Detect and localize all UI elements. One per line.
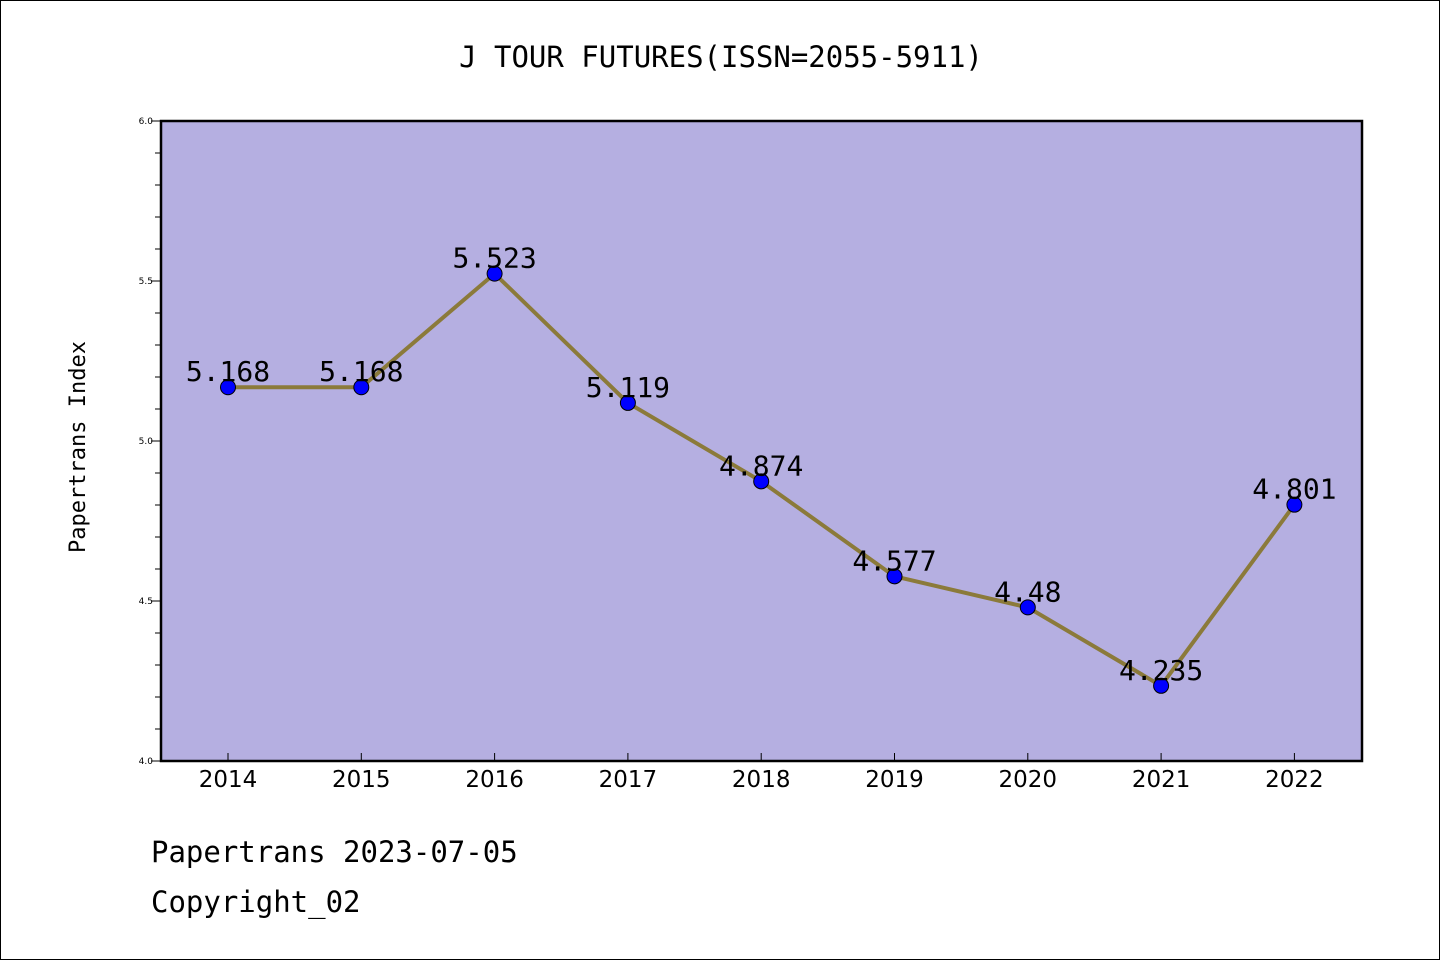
data-point xyxy=(220,379,236,396)
data-label: 5.119 xyxy=(586,371,670,404)
data-label: 4.874 xyxy=(719,449,803,482)
data-label: 5.168 xyxy=(186,355,270,388)
y-tick-label: 5.0 xyxy=(139,437,154,447)
x-tick-label: 2015 xyxy=(332,767,391,793)
chart-title: J TOUR FUTURES(ISSN=2055-5911) xyxy=(459,40,983,74)
data-label: 5.168 xyxy=(319,355,403,388)
data-label: 5.523 xyxy=(452,242,536,275)
x-tick-label: 2016 xyxy=(465,767,524,793)
y-tick-label: 4.0 xyxy=(139,757,154,767)
footer-copyright-text: Copyright_02 xyxy=(151,885,361,919)
data-point xyxy=(1286,496,1303,513)
y-axis-label: Papertrans Index xyxy=(66,341,91,553)
data-point xyxy=(1153,677,1170,694)
x-tick-label: 2018 xyxy=(732,767,791,793)
x-tick-label: 2021 xyxy=(1132,767,1191,793)
x-tick-label: 2019 xyxy=(865,767,924,793)
data-label: 4.577 xyxy=(852,544,936,577)
data-label: 4.801 xyxy=(1252,473,1336,506)
y-tick-label: 6.0 xyxy=(139,117,154,127)
x-tick-label: 2017 xyxy=(599,767,658,793)
data-point xyxy=(753,473,770,490)
data-point xyxy=(886,568,903,585)
data-point xyxy=(486,265,503,282)
footer-date-text: Papertrans 2023-07-05 xyxy=(151,835,518,869)
y-tick-label: 5.5 xyxy=(139,277,153,287)
x-tick-label: 2022 xyxy=(1265,767,1324,793)
y-tick-label: 4.5 xyxy=(139,597,153,607)
data-point xyxy=(619,394,636,411)
data-point xyxy=(1019,599,1036,616)
data-label: 4.235 xyxy=(1119,654,1203,687)
data-label: 4.48 xyxy=(994,575,1061,608)
x-tick-label: 2020 xyxy=(999,767,1058,793)
plot-area xyxy=(159,119,1364,763)
data-point xyxy=(353,379,370,396)
x-tick-label: 2014 xyxy=(199,767,258,793)
